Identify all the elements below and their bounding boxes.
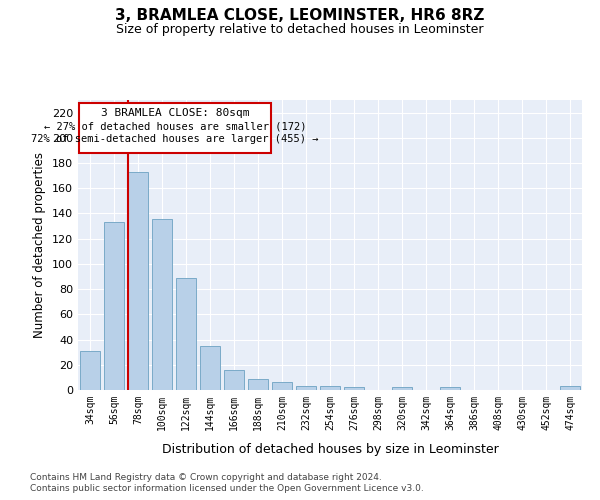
Y-axis label: Number of detached properties: Number of detached properties xyxy=(34,152,46,338)
Bar xyxy=(272,382,292,390)
Bar xyxy=(560,386,580,390)
Bar xyxy=(248,378,268,390)
Bar xyxy=(176,278,196,390)
Bar xyxy=(344,388,364,390)
Text: 72% of semi-detached houses are larger (455) →: 72% of semi-detached houses are larger (… xyxy=(31,134,319,144)
Text: 3 BRAMLEA CLOSE: 80sqm: 3 BRAMLEA CLOSE: 80sqm xyxy=(101,108,250,118)
Text: Size of property relative to detached houses in Leominster: Size of property relative to detached ho… xyxy=(116,22,484,36)
Bar xyxy=(392,388,412,390)
Bar xyxy=(440,388,460,390)
Bar xyxy=(128,172,148,390)
Text: ← 27% of detached houses are smaller (172): ← 27% of detached houses are smaller (17… xyxy=(44,122,307,132)
Bar xyxy=(79,102,271,153)
Bar xyxy=(80,351,100,390)
Bar xyxy=(104,222,124,390)
Text: Contains HM Land Registry data © Crown copyright and database right 2024.: Contains HM Land Registry data © Crown c… xyxy=(30,472,382,482)
Bar xyxy=(224,370,244,390)
Bar xyxy=(296,386,316,390)
Text: Distribution of detached houses by size in Leominster: Distribution of detached houses by size … xyxy=(161,442,499,456)
Bar xyxy=(320,386,340,390)
Bar xyxy=(200,346,220,390)
Bar xyxy=(152,218,172,390)
Text: 3, BRAMLEA CLOSE, LEOMINSTER, HR6 8RZ: 3, BRAMLEA CLOSE, LEOMINSTER, HR6 8RZ xyxy=(115,8,485,22)
Text: Contains public sector information licensed under the Open Government Licence v3: Contains public sector information licen… xyxy=(30,484,424,493)
